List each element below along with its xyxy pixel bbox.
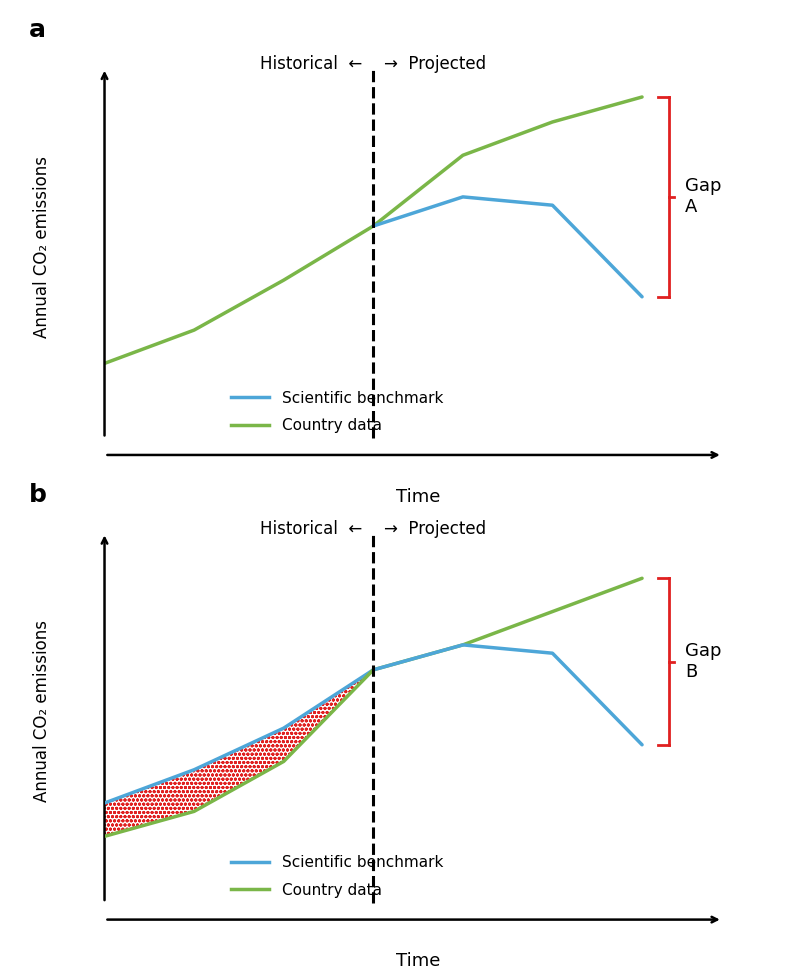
- Text: →  Projected: → Projected: [384, 520, 486, 538]
- Text: Annual CO₂ emissions: Annual CO₂ emissions: [33, 620, 51, 802]
- Legend: Scientific benchmark, Country data: Scientific benchmark, Country data: [225, 849, 449, 904]
- Legend: Scientific benchmark, Country data: Scientific benchmark, Country data: [225, 384, 449, 439]
- Text: Time: Time: [395, 488, 440, 505]
- Text: Historical  ←: Historical ←: [260, 55, 362, 74]
- Text: Time: Time: [395, 953, 440, 968]
- Text: Gap
B: Gap B: [684, 642, 720, 681]
- Text: →  Projected: → Projected: [384, 55, 486, 74]
- Text: b: b: [29, 482, 47, 506]
- Text: Gap
A: Gap A: [684, 177, 720, 216]
- Text: a: a: [29, 17, 47, 42]
- Text: Annual CO₂ emissions: Annual CO₂ emissions: [33, 156, 51, 338]
- Text: Historical  ←: Historical ←: [260, 520, 362, 538]
